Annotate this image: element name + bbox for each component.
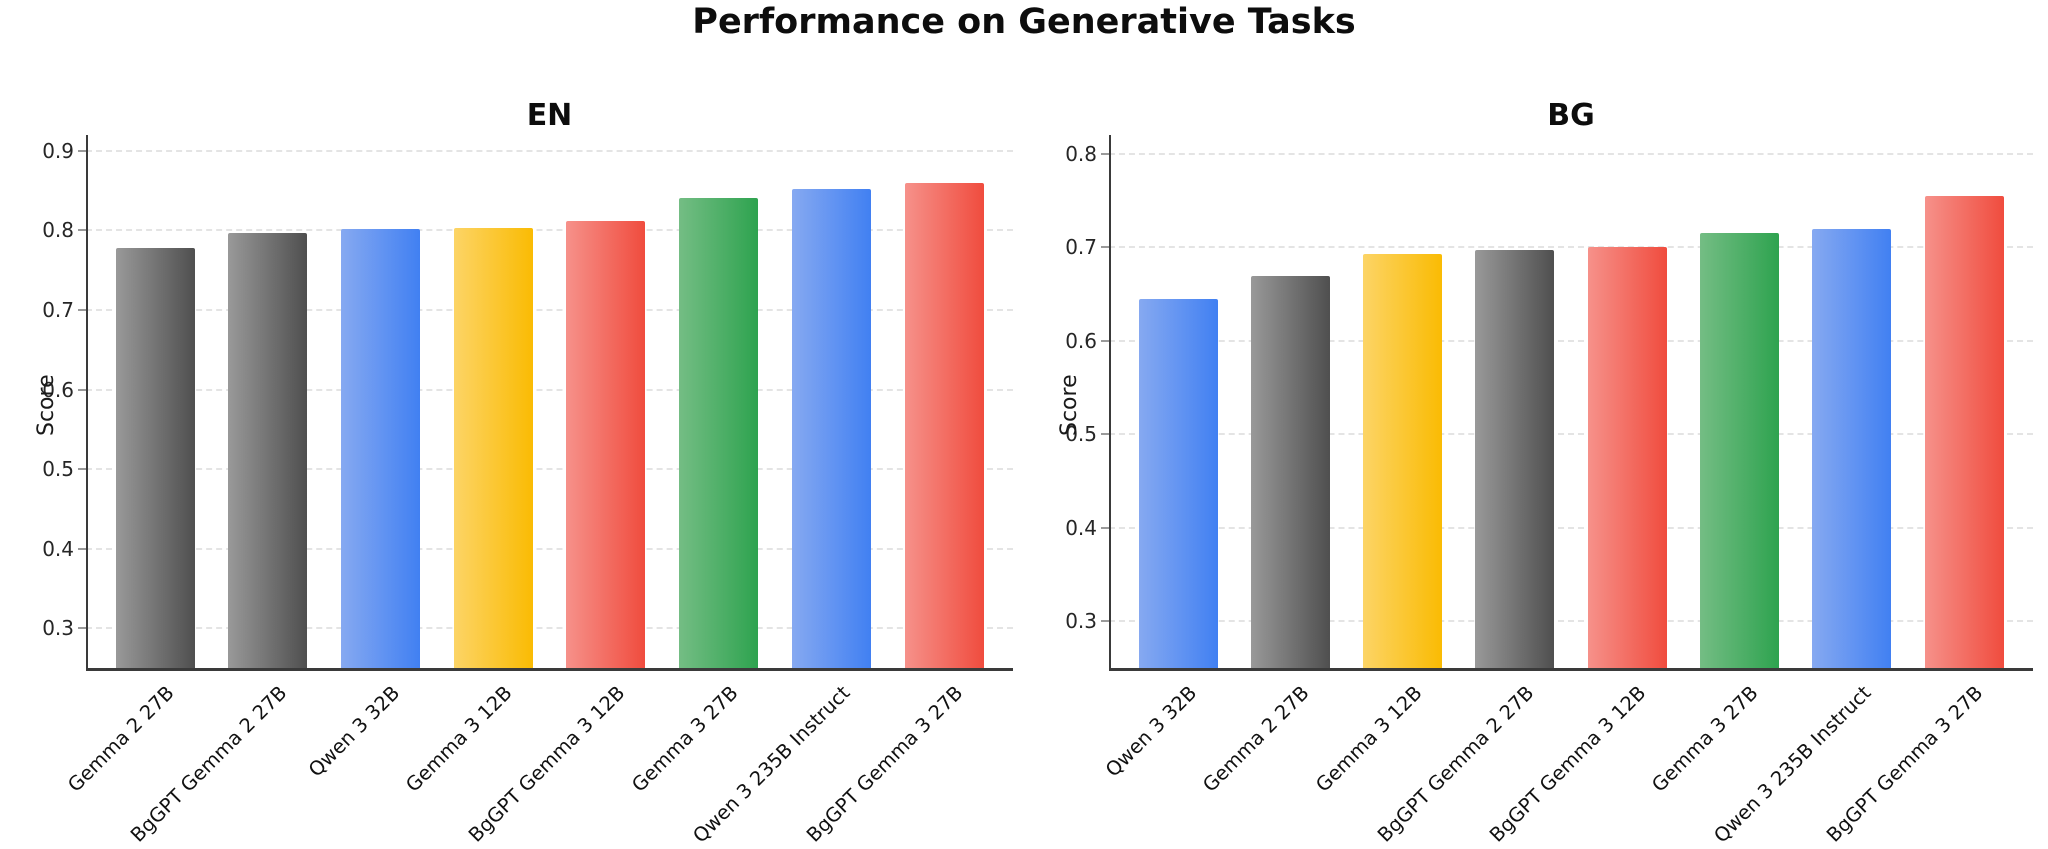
bar-gemma-2-27b: [115, 247, 195, 668]
x-category-label: Qwen 3 32B: [1101, 681, 1202, 782]
gridline: [1109, 620, 2033, 623]
bar-qwen-3-32b: [1138, 298, 1218, 668]
bar-qwen-3-32b: [340, 228, 420, 668]
gridline: [86, 547, 1013, 550]
bar-bggpt-gemma-2-27b: [228, 232, 308, 668]
y-axis-spine: [86, 135, 88, 670]
plot-area: 0.3 0.4 0.5 0.6 0.7 0.8 0.9 Gemma 2 27B BgGPT Ge…: [42, 135, 1013, 847]
subplot-title: EN: [526, 98, 573, 133]
x-category-label: Gemma 2 27B: [63, 681, 179, 797]
x-category-label: Gemma 2 27B: [1198, 681, 1314, 797]
y-tick-label: 0.8: [1065, 141, 1097, 166]
bar-gemma-3-12b: [1363, 253, 1443, 668]
x-category-label: Gemma 3 12B: [401, 681, 517, 797]
y-axis-tick: [78, 149, 86, 152]
y-tick-label: 0.7: [42, 298, 74, 322]
y-axis-tick: [78, 309, 86, 311]
y-axis-tick: [78, 229, 86, 232]
y-tick-label: 0.7: [1065, 235, 1097, 260]
y-axis-label: Score: [34, 373, 59, 436]
bar-qwen-3-235b-instruct: [1812, 228, 1892, 668]
bar-qwen-3-235b-instruct: [791, 189, 871, 668]
y-axis-label: Score: [1057, 373, 1082, 436]
y-axis-tick: [1101, 246, 1109, 249]
gridline: [86, 149, 1013, 152]
bar-bggpt-gemma-3-27b: [1924, 195, 2004, 668]
y-axis-spine: [1109, 135, 1111, 670]
y-axis-tick: [78, 468, 86, 471]
gridline: [86, 388, 1013, 391]
gridline: [86, 627, 1013, 630]
y-tick-label: 0.4: [1065, 515, 1097, 540]
y-tick-label: 0.5: [42, 457, 74, 482]
bar-bggpt-gemma-2-27b: [1475, 250, 1555, 668]
gridline: [1109, 152, 2033, 155]
y-tick-label: 0.4: [42, 536, 74, 561]
gridline: [86, 309, 1013, 311]
bar-bggpt-gemma-3-27b: [904, 182, 984, 668]
gridline: [1109, 246, 2033, 249]
y-axis-tick: [78, 547, 86, 550]
y-tick-label: 0.6: [42, 377, 74, 402]
y-axis-tick: [1101, 433, 1109, 436]
y-tick-label: 0.9: [42, 138, 74, 163]
bar-bggpt-gemma-3-12b: [566, 220, 646, 668]
y-tick-label: 0.5: [1065, 422, 1097, 447]
y-axis-tick: [1101, 620, 1109, 623]
gridline: [86, 468, 1013, 471]
gridline: [1109, 526, 2033, 529]
bar-gemma-3-12b: [453, 228, 533, 668]
x-category-label: Gemma 3 27B: [1647, 681, 1763, 797]
gridline: [1109, 433, 2033, 436]
bar-gemma-3-27b: [679, 197, 759, 668]
bar-gemma-2-27b: [1250, 276, 1330, 668]
y-axis-tick: [1101, 152, 1109, 155]
y-axis-tick: [1101, 526, 1109, 529]
gridline: [1109, 339, 2033, 342]
x-category-label: Qwen 3 32B: [303, 681, 404, 782]
x-axis-baseline: [1109, 668, 2033, 671]
y-tick-label: 0.3: [42, 616, 74, 641]
y-axis-tick: [78, 627, 86, 630]
gridline: [86, 229, 1013, 232]
y-tick-label: 0.8: [42, 218, 74, 243]
bar-bggpt-gemma-3-12b: [1587, 247, 1667, 668]
y-tick-label: 0.6: [1065, 328, 1097, 353]
y-axis-tick: [1101, 339, 1109, 342]
x-category-label: Gemma 3 12B: [1310, 681, 1427, 797]
plot-area: 0.3 0.4 0.5 0.6 0.7 0.8 Qwen 3 32B Gemma 2 27B G…: [1065, 135, 2033, 847]
x-axis-baseline: [86, 668, 1013, 671]
bar-gemma-3-27b: [1699, 233, 1779, 668]
y-axis-tick: [78, 388, 86, 391]
chart-title: Performance on Generative Tasks: [692, 2, 1356, 42]
y-tick-label: 0.3: [1065, 609, 1097, 634]
x-category-label: Gemma 3 27B: [626, 681, 743, 797]
subplot-title: BG: [1547, 98, 1595, 133]
